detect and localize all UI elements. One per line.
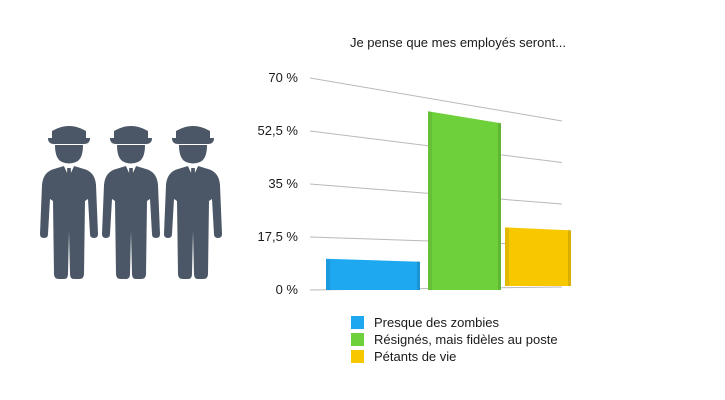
legend-swatch: [351, 350, 364, 363]
bar-face: [326, 258, 420, 290]
bar-edge: [568, 229, 571, 286]
guard-icon: [40, 126, 98, 279]
legend-swatch: [351, 316, 364, 329]
bar-face: [505, 227, 571, 286]
guard-tie: [66, 168, 72, 185]
guard-tie: [190, 168, 196, 185]
bar: [428, 111, 501, 290]
bar-shade: [428, 111, 432, 290]
legend-swatch: [351, 333, 364, 346]
bar-face: [428, 111, 501, 290]
bars: [326, 111, 571, 290]
legend-label: Résignés, mais fidèles au poste: [374, 332, 558, 347]
y-axis-ticks: 0 % 17,5 % 35 % 52,5 % 70 %: [258, 70, 299, 297]
y-tick-label: 52,5 %: [258, 123, 299, 138]
chart-title: Je pense que mes employés seront...: [350, 35, 566, 50]
bar-edge: [498, 122, 501, 290]
y-tick-label: 70 %: [268, 70, 298, 85]
guard-icon: [102, 126, 160, 279]
legend-label: Presque des zombies: [374, 315, 500, 330]
grid-line: [309, 77, 563, 122]
bar-shade: [505, 227, 509, 286]
y-tick-label: 35 %: [268, 176, 298, 191]
bar-edge: [417, 260, 420, 290]
bar: [505, 227, 571, 286]
guard-icon: [164, 126, 222, 279]
guard-tie: [128, 168, 134, 185]
legend-label: Pétants de vie: [374, 349, 456, 364]
bar: [326, 258, 420, 290]
security-guards-icon: [40, 126, 222, 279]
legend: Presque des zombies Résignés, mais fidèle…: [351, 315, 558, 364]
y-tick-label: 17,5 %: [258, 229, 299, 244]
bar-shade: [326, 258, 330, 290]
y-tick-label: 0 %: [276, 282, 299, 297]
